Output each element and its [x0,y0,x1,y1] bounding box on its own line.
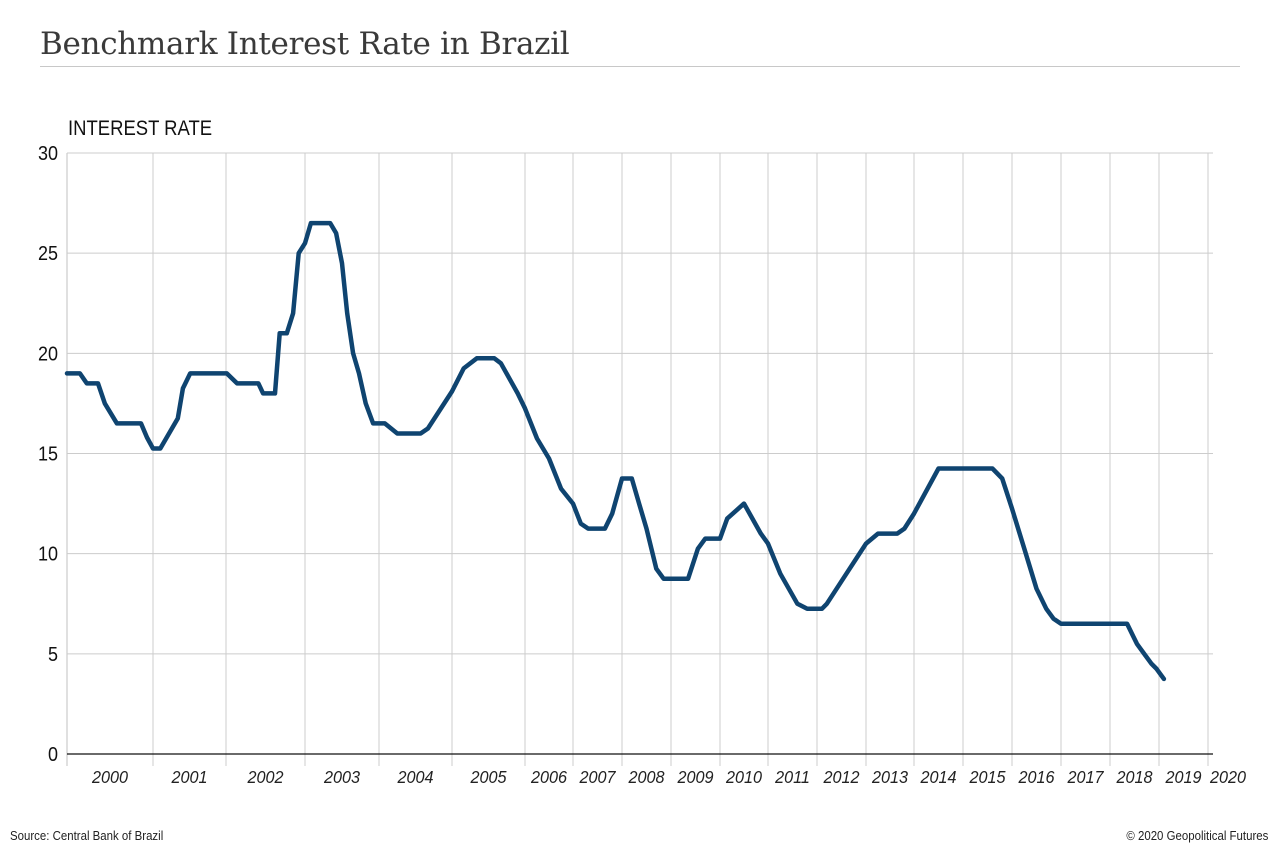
x-tick-label: 2018 [1116,767,1153,787]
x-tick-label: 2011 [774,767,810,787]
chart-title: Benchmark Interest Rate in Brazil [40,26,570,62]
x-tick-label: 2014 [920,767,957,787]
y-tick-label: 30 [38,143,58,165]
x-tick-label: 2020 [1209,767,1246,787]
x-tick-label: 2000 [91,767,128,787]
x-tick-labels: 2000 2001 2002 2003 2004 2005 2006 2007 2008 2009… [91,767,1246,787]
y-tick-labels: 0 5 10 15 20 25 30 [38,143,58,766]
x-tick-label: 2012 [823,767,860,787]
x-tick-label: 2005 [470,767,507,787]
y-axis-label: INTEREST RATE [68,117,213,140]
x-tick-label: 2009 [677,767,714,787]
x-tick-label: 2013 [871,767,908,787]
series-line-interest-rate [64,220,1167,682]
x-tick-label: 2001 [171,767,208,787]
y-tick-label: 15 [38,444,58,466]
x-tick-label: 2019 [1165,767,1202,787]
x-tick-label: 2016 [1018,767,1055,787]
x-tick-label: 2008 [628,767,665,787]
horizontal-gridlines [67,152,1213,655]
y-tick-label: 5 [48,644,58,666]
y-tick-label: 25 [38,243,58,265]
x-tick-label: 2015 [969,767,1006,787]
x-tick-label: 2002 [247,767,284,787]
x-tick-label: 2003 [323,767,360,787]
vertical-gridlines [66,153,1209,766]
copyright-note: © 2020 Geopolitical Futures [1126,828,1268,843]
x-tick-label: 2010 [725,767,762,787]
x-tick-label: 2007 [579,767,617,787]
x-tick-label: 2004 [397,767,434,787]
x-tick-label: 2017 [1067,767,1105,787]
source-note: Source: Central Bank of Brazil [10,828,164,843]
y-tick-label: 0 [48,744,58,766]
y-tick-label: 10 [38,544,58,566]
y-tick-label: 20 [38,344,58,366]
x-tick-label: 2006 [530,767,567,787]
title-divider [40,66,1240,67]
